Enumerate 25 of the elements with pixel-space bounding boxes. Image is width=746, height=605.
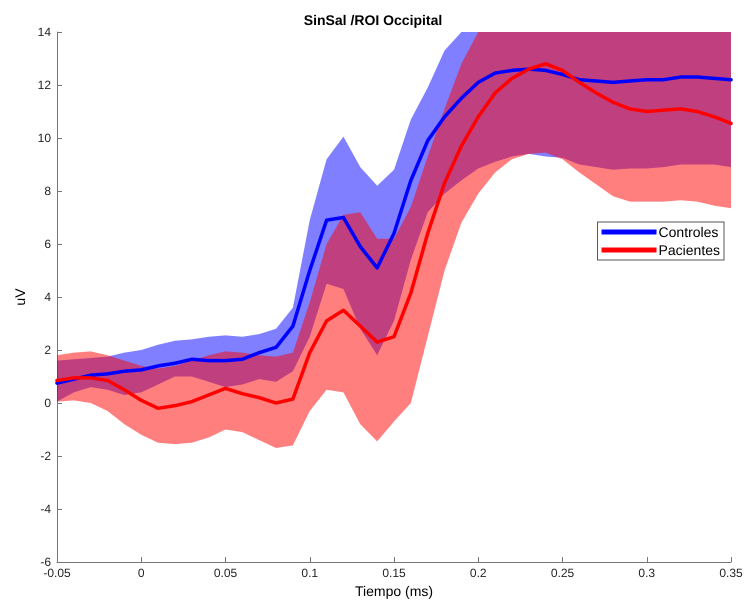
y-tick-label: 4 [44,290,52,304]
x-tick-label: 0.3 [638,566,656,580]
y-tick-label: 0 [44,396,52,410]
x-tick-label: 0.2 [470,566,487,580]
x-tick-label: 0.15 [382,566,406,580]
y-tick-label: 2 [44,343,52,357]
y-tick-label: 8 [44,184,52,198]
x-tick-label: 0 [138,566,145,580]
y-tick-label: -6 [40,555,52,569]
y-tick-label: 10 [38,131,52,145]
x-tick-label: 0.1 [301,566,318,580]
y-tick-label: -4 [40,502,52,516]
y-tick-label: 14 [38,25,52,39]
x-tick-label: 0.35 [719,566,743,580]
y-tick-label: -2 [40,449,52,463]
legend-label: Controles [658,224,718,240]
legend-label: Pacientes [658,242,720,258]
y-tick-label: 12 [38,78,52,92]
y-tick-label: 6 [44,237,52,251]
x-tick-label: 0.25 [550,566,574,580]
chart-title: SinSal /ROI Occipital [304,12,442,28]
y-axis-title: uV [12,288,28,306]
x-tick-label: 0.05 [214,566,238,580]
x-axis-title: Tiempo (ms) [354,582,434,599]
x-tick-label: -0.05 [43,566,71,580]
